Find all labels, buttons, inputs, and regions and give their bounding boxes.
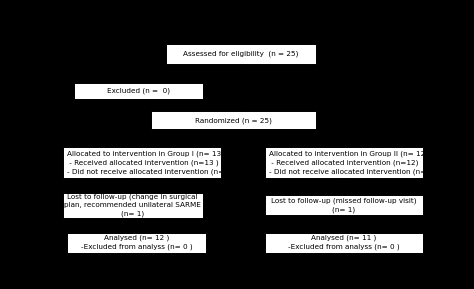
FancyBboxPatch shape (265, 233, 423, 253)
Text: Allocated to intervention in Group I (n= 13)
 - Received allocated intervention : Allocated to intervention in Group I (n=… (67, 150, 234, 175)
Text: Analysed (n= 12 )
-Excluded from analyss (n= 0 ): Analysed (n= 12 ) -Excluded from analyss… (81, 235, 192, 251)
FancyBboxPatch shape (265, 147, 423, 178)
Text: Lost to follow-up (missed follow-up visit)
(n= 1): Lost to follow-up (missed follow-up visi… (271, 197, 417, 213)
Text: Analysed (n= 11 )
-Excluded from analyss (n= 0 ): Analysed (n= 11 ) -Excluded from analyss… (288, 235, 400, 251)
FancyBboxPatch shape (63, 147, 221, 178)
Text: Assessed for eligibility  (n = 25): Assessed for eligibility (n = 25) (183, 50, 299, 57)
FancyBboxPatch shape (151, 112, 316, 129)
FancyBboxPatch shape (74, 83, 202, 99)
FancyBboxPatch shape (166, 44, 316, 64)
Text: Excluded (n =  0): Excluded (n = 0) (107, 88, 170, 94)
Text: Allocated to intervention in Group II (n= 12)
 - Received allocated intervention: Allocated to intervention in Group II (n… (269, 150, 436, 175)
FancyBboxPatch shape (66, 233, 206, 253)
Text: Lost to follow-up (change in surgical
plan, recommended unilateral SARME
(n= 1): Lost to follow-up (change in surgical pl… (64, 193, 201, 217)
Text: Randomized (n = 25): Randomized (n = 25) (195, 117, 272, 124)
FancyBboxPatch shape (63, 193, 202, 218)
FancyBboxPatch shape (265, 195, 423, 215)
